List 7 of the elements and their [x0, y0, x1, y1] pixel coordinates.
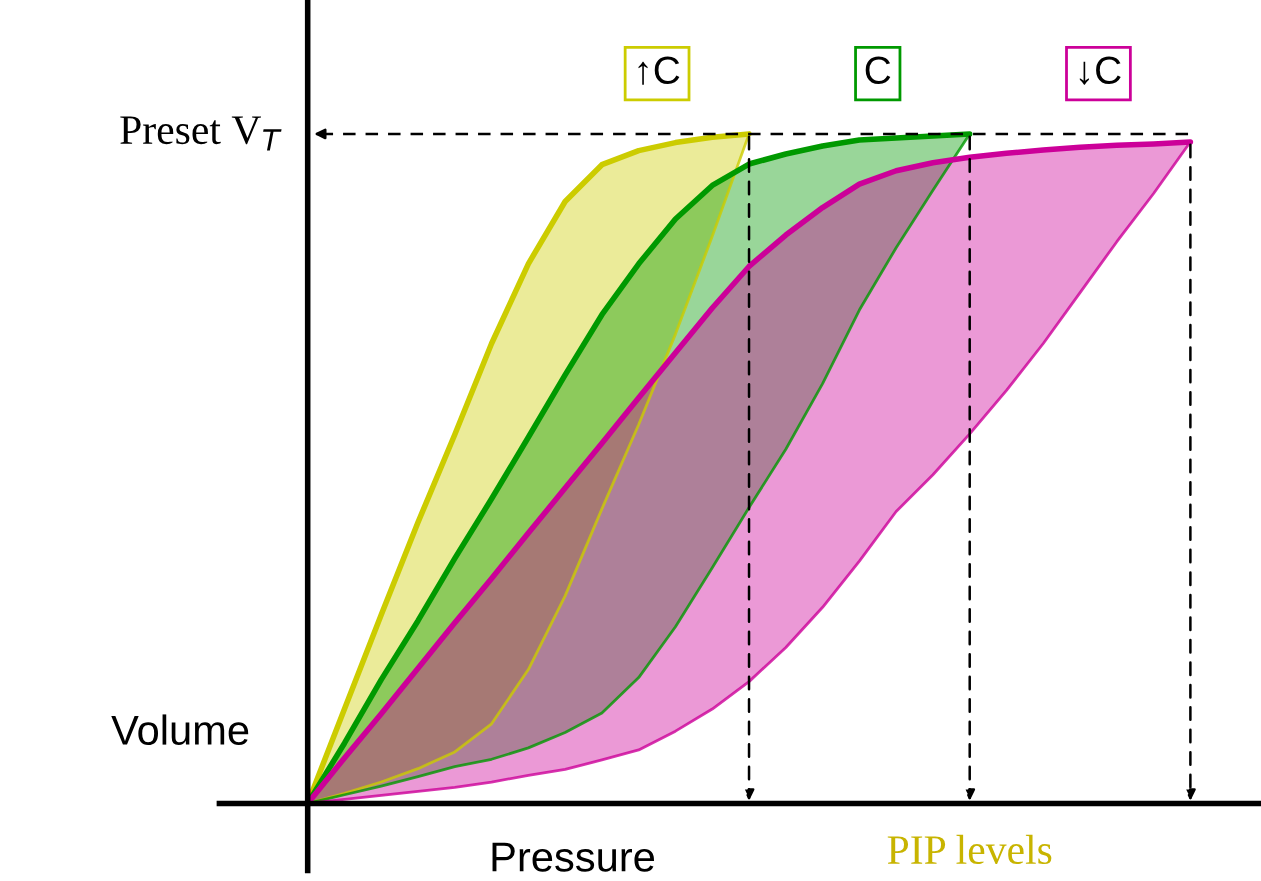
y-axis-title: Volume [111, 714, 249, 746]
text: PIP levels [887, 834, 1052, 865]
series-label: ↑C [638, 56, 680, 85]
series-label: C [865, 56, 891, 85]
x-axis-title: Pressure [492, 842, 655, 872]
ref-line-label: Preset V$_{T}$ [120, 116, 282, 151]
series-label: ↓C [1079, 56, 1121, 85]
